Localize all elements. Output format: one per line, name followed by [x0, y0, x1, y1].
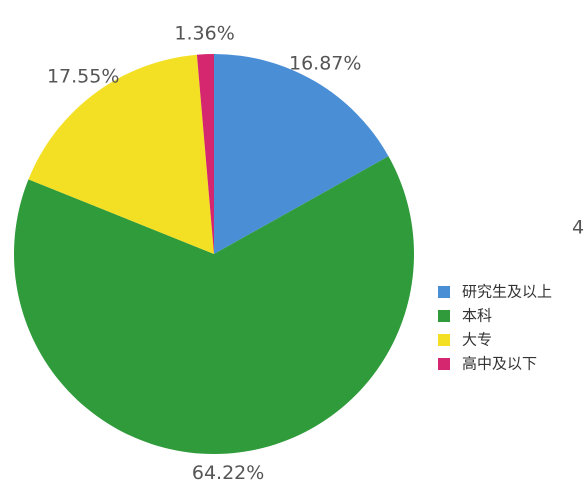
legend-label: 本科: [462, 307, 492, 325]
legend-swatch: [438, 334, 450, 346]
pie-slice: [214, 54, 389, 254]
slice-label: 64.22%: [192, 462, 264, 484]
legend-label: 高中及以下: [462, 355, 537, 373]
legend-swatch: [438, 286, 450, 298]
pie-slice: [13, 156, 415, 454]
slice-label: 17.55%: [47, 66, 119, 88]
slice-label: 1.36%: [174, 23, 234, 45]
pie-slice: [28, 54, 214, 254]
pie-slice: [196, 54, 214, 254]
slice-label: 16.87%: [289, 53, 361, 75]
legend-label: 研究生及以上: [462, 283, 552, 301]
legend-swatch: [438, 358, 450, 370]
legend-label: 大专: [462, 331, 492, 349]
annotation: 4: [572, 217, 584, 239]
legend-swatch: [438, 310, 450, 322]
